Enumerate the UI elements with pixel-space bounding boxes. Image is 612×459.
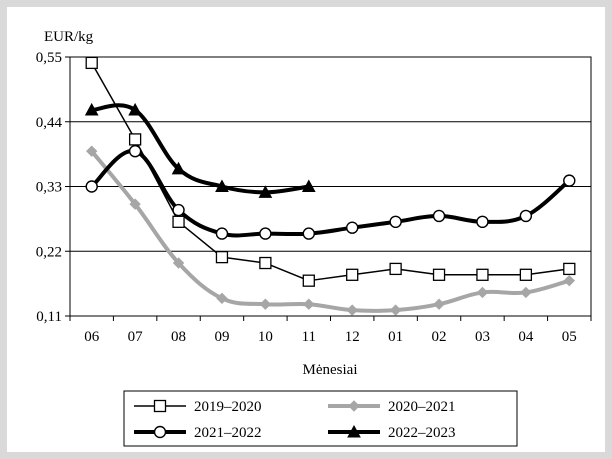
x-tick-label: 05 — [562, 329, 577, 345]
data-point-square — [476, 268, 489, 281]
data-point-diamond — [563, 274, 575, 287]
x-tick-label: 11 — [302, 329, 316, 345]
data-point-square — [389, 262, 402, 276]
data-point-circle — [432, 209, 446, 223]
axes: 0,11 0,22 0,33 0,44 0,55 06 07 08 09 10 11 12 01 02 03… — [36, 50, 592, 345]
data-point-diamond — [433, 298, 445, 310]
x-tick-label: 03 — [475, 329, 490, 345]
y-tick-label: 0,22 — [36, 244, 62, 260]
data-point-circle — [302, 227, 315, 240]
data-point-triangle — [215, 179, 229, 192]
data-point-square — [128, 133, 142, 146]
series-2 — [86, 145, 575, 316]
y-axis-title: EUR/kg — [44, 29, 94, 45]
x-axis-title: Mėnesiai — [303, 362, 358, 378]
y-tick-label: 0,33 — [36, 180, 62, 196]
data-point-triangle — [258, 185, 273, 198]
legend: 2019–2020 2020–2021 2021–2022 2022–2023 — [123, 390, 518, 447]
data-point-triangle — [128, 102, 142, 116]
data-point-diamond — [172, 257, 185, 269]
data-point-triangle — [301, 179, 316, 192]
legend-label: 2020–2021 — [388, 399, 456, 415]
data-point-diamond — [86, 145, 98, 157]
legend-label: 2019–2020 — [194, 399, 262, 415]
series-line — [91, 103, 310, 195]
data-point-diamond — [346, 304, 358, 316]
data-point-diamond — [348, 400, 360, 412]
data-point-diamond — [476, 286, 489, 299]
y-tick-label: 0,11 — [36, 309, 62, 325]
x-tick-label: 02 — [432, 329, 447, 345]
legend-item: 2020–2021 — [328, 399, 456, 415]
data-point-diamond — [216, 292, 228, 305]
data-point-square — [85, 56, 98, 70]
series-line — [91, 62, 570, 282]
data-point-circle — [519, 209, 533, 223]
legend-item: 2019–2020 — [134, 399, 262, 415]
x-tick-label: 07 — [128, 329, 144, 345]
data-point-square — [172, 215, 185, 228]
x-tick-label: 10 — [258, 329, 273, 345]
legend-label: 2021–2022 — [194, 425, 262, 441]
data-point-square — [432, 268, 446, 281]
series-3 — [85, 144, 576, 240]
series-1 — [85, 56, 576, 287]
data-point-circle — [153, 425, 167, 439]
data-point-circle — [172, 203, 185, 217]
grid-lines — [70, 121, 591, 252]
x-tick-label: 08 — [171, 329, 186, 345]
data-point-triangle — [84, 102, 99, 116]
x-tick-label: 12 — [345, 329, 360, 345]
x-tick-label: 09 — [214, 329, 229, 345]
data-point-circle — [215, 227, 229, 240]
data-point-square — [519, 268, 533, 281]
data-point-circle — [476, 215, 489, 229]
data-point-diamond — [259, 298, 272, 310]
legend-item: 2021–2022 — [134, 425, 262, 441]
x-tick-label: 04 — [518, 329, 534, 345]
x-tick-label: 06 — [84, 329, 100, 345]
series-4 — [84, 102, 316, 198]
data-point-circle — [563, 174, 576, 187]
data-point-diamond — [303, 298, 315, 310]
y-tick-label: 0,44 — [36, 115, 63, 131]
data-point-diamond — [129, 198, 141, 210]
data-point-circle — [346, 221, 359, 234]
legend-label: 2022–2023 — [388, 425, 456, 441]
data-point-circle — [128, 144, 142, 158]
data-point-square — [302, 274, 315, 287]
data-point-circle — [389, 215, 402, 229]
data-point-diamond — [389, 304, 402, 316]
data-point-triangle — [347, 424, 361, 438]
legend-item: 2022–2023 — [328, 424, 456, 441]
x-tick-label: 01 — [388, 329, 403, 345]
data-point-triangle — [171, 161, 186, 175]
y-tick-label: 0,55 — [36, 50, 62, 66]
data-point-circle — [85, 180, 98, 193]
legend-box — [123, 390, 518, 447]
series-lines — [84, 56, 576, 316]
data-point-diamond — [520, 286, 532, 299]
data-point-square — [259, 256, 272, 270]
data-point-square — [563, 262, 576, 276]
data-point-square — [346, 268, 359, 281]
data-point-square — [153, 399, 167, 413]
data-point-square — [215, 250, 229, 264]
data-point-circle — [259, 227, 272, 240]
